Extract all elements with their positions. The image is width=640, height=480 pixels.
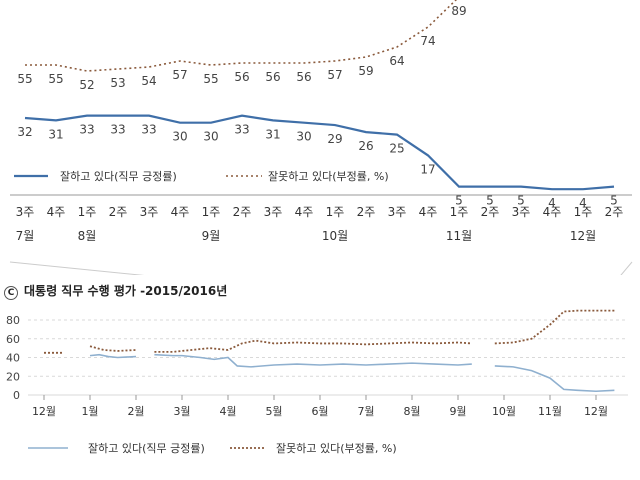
week-tick-label: 1주 — [326, 205, 345, 219]
negative-value-label: 56 — [234, 70, 249, 84]
week-tick-label: 3주 — [388, 205, 407, 219]
negative-value-label: 57 — [172, 68, 187, 82]
y-tick-label: 40 — [6, 352, 20, 365]
negative-series-segment — [154, 339, 472, 353]
week-tick-label: 4주 — [47, 205, 66, 219]
negative-value-label: 56 — [265, 70, 280, 84]
positive-value-label: 33 — [79, 123, 94, 137]
positive-value-label: 33 — [110, 123, 125, 137]
positive-value-label: 31 — [48, 127, 63, 141]
week-tick-label: 2주 — [109, 205, 128, 219]
month-tick-label: 8월 — [78, 229, 97, 243]
negative-value-label: 53 — [110, 76, 125, 90]
positive-value-label: 32 — [17, 125, 32, 139]
x-tick-label: 4월 — [219, 405, 236, 418]
positive-value-label: 4 — [579, 196, 587, 210]
negative-series-line — [25, 0, 458, 72]
legend-positive-label: 잘하고 있다(직무 긍정률) — [60, 169, 177, 183]
week-tick-label: 4주 — [419, 205, 438, 219]
negative-value-label: 56 — [296, 70, 311, 84]
month-tick-label: 12월 — [570, 229, 596, 243]
y-tick-label: 20 — [6, 370, 20, 383]
week-tick-label: 2주 — [605, 205, 624, 219]
x-tick-label: 7월 — [357, 405, 374, 418]
mini-chart-title: 대통령 직무 수행 평가 -2015/2016년 — [24, 284, 228, 298]
positive-value-label: 25 — [389, 142, 404, 156]
negative-value-label: 64 — [389, 54, 404, 68]
x-tick-label: 11월 — [538, 405, 562, 418]
negative-series-segment — [494, 309, 615, 345]
zoom-connector-left — [9, 261, 145, 275]
x-tick-label: 6월 — [311, 405, 328, 418]
positive-value-label: 5 — [517, 194, 525, 208]
week-tick-label: 4주 — [295, 205, 314, 219]
negative-value-label: 55 — [48, 72, 63, 86]
week-tick-label: 4주 — [171, 205, 190, 219]
positive-value-label: 5 — [610, 194, 618, 208]
negative-value-label: 55 — [203, 72, 218, 86]
positive-value-label: 30 — [172, 130, 187, 144]
negative-value-label: 52 — [79, 78, 94, 92]
positive-value-label: 5 — [455, 194, 463, 208]
positive-value-label: 26 — [358, 139, 373, 153]
positive-value-label: 33 — [141, 123, 156, 137]
week-tick-label: 4주 — [543, 205, 562, 219]
week-tick-label: 3주 — [140, 205, 159, 219]
negative-series-segment — [89, 345, 137, 352]
positive-value-label: 4 — [548, 196, 556, 210]
x-tick-label: 9월 — [449, 405, 466, 418]
negative-value-label: 54 — [141, 74, 156, 88]
week-tick-label: 1주 — [202, 205, 221, 219]
x-tick-label: 12월 — [584, 405, 608, 418]
mini-chart-title-block: C 대통령 직무 수행 평가 -2015/2016년 — [4, 282, 227, 300]
week-tick-label: 3주 — [264, 205, 283, 219]
x-tick-label: 3월 — [173, 405, 190, 418]
week-tick-label: 1주 — [450, 205, 469, 219]
y-tick-label: 60 — [6, 333, 20, 346]
positive-value-label: 17 — [420, 162, 435, 176]
positive-series-line — [24, 114, 615, 191]
week-tick-label: 2주 — [357, 205, 376, 219]
month-tick-label: 11월 — [446, 229, 472, 243]
copyright-icon: C — [4, 286, 18, 300]
y-tick-label: 80 — [6, 314, 20, 327]
legend-negative-label: 잘못하고 있다(부정률, %) — [268, 169, 389, 183]
positive-value-label: 31 — [265, 127, 280, 141]
x-tick-label: 2월 — [127, 405, 144, 418]
week-tick-label: 1주 — [78, 205, 97, 219]
positive-value-label: 5 — [486, 194, 494, 208]
negative-value-label: 74 — [420, 34, 435, 48]
positive-value-label: 33 — [234, 123, 249, 137]
week-tick-label: 2주 — [481, 205, 500, 219]
negative-value-label: 55 — [17, 72, 32, 86]
x-tick-label: 8월 — [403, 405, 420, 418]
week-tick-label: 2주 — [233, 205, 252, 219]
negative-value-label: 89 — [451, 4, 466, 18]
positive-value-label: 29 — [327, 132, 342, 146]
positive-series-segment — [89, 353, 137, 359]
x-tick-label: 5월 — [265, 405, 282, 418]
week-tick-label: 3주 — [16, 205, 35, 219]
week-tick-label: 3주 — [512, 205, 531, 219]
positive-series-segment — [154, 353, 472, 368]
month-tick-label: 10월 — [322, 229, 348, 243]
x-tick-label: 1월 — [81, 405, 98, 418]
week-tick-label: 1주 — [574, 205, 593, 219]
positive-value-label: 30 — [296, 130, 311, 144]
positive-value-label: 30 — [203, 130, 218, 144]
month-tick-label: 7월 — [16, 229, 35, 243]
legend-negative-label: 잘못하고 있다(부정률, %) — [276, 441, 397, 455]
legend-positive-label: 잘하고 있다(직무 긍정률) — [88, 441, 205, 455]
x-tick-label: 12월 — [32, 405, 56, 418]
zoom-connector-right — [620, 261, 633, 275]
month-tick-label: 9월 — [202, 229, 221, 243]
yearly-approval-chart: 80 60 40 20 0 12월 1월 2월 3월 4월 5월 6월 7월 8월 9월 10월 11월 12월잘… — [6, 309, 628, 455]
positive-series-segment — [494, 365, 615, 393]
negative-value-label: 59 — [358, 64, 373, 78]
y-tick-label: 0 — [13, 389, 20, 402]
negative-value-label: 57 — [327, 68, 342, 82]
x-tick-label: 10월 — [492, 405, 516, 418]
